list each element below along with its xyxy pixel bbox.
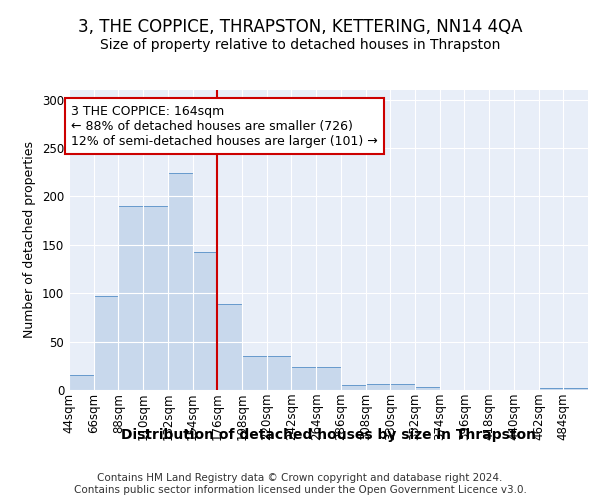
Bar [539, 388, 563, 390]
Bar [316, 367, 341, 390]
Bar [267, 356, 292, 390]
Bar [415, 387, 440, 390]
Bar [390, 384, 415, 390]
Bar [69, 376, 94, 390]
Bar [242, 356, 267, 390]
Text: Contains HM Land Registry data © Crown copyright and database right 2024.
Contai: Contains HM Land Registry data © Crown c… [74, 474, 526, 495]
Bar [143, 206, 168, 390]
Bar [341, 385, 365, 390]
Bar [217, 304, 242, 390]
Bar [193, 252, 217, 390]
Bar [365, 384, 390, 390]
Y-axis label: Number of detached properties: Number of detached properties [23, 142, 37, 338]
Bar [563, 388, 588, 390]
Text: 3, THE COPPICE, THRAPSTON, KETTERING, NN14 4QA: 3, THE COPPICE, THRAPSTON, KETTERING, NN… [78, 18, 522, 36]
Text: Size of property relative to detached houses in Thrapston: Size of property relative to detached ho… [100, 38, 500, 52]
Bar [94, 296, 118, 390]
Bar [168, 173, 193, 390]
Bar [292, 367, 316, 390]
Bar [118, 206, 143, 390]
Text: 3 THE COPPICE: 164sqm
← 88% of detached houses are smaller (726)
12% of semi-det: 3 THE COPPICE: 164sqm ← 88% of detached … [71, 104, 378, 148]
Text: Distribution of detached houses by size in Thrapston: Distribution of detached houses by size … [121, 428, 536, 442]
